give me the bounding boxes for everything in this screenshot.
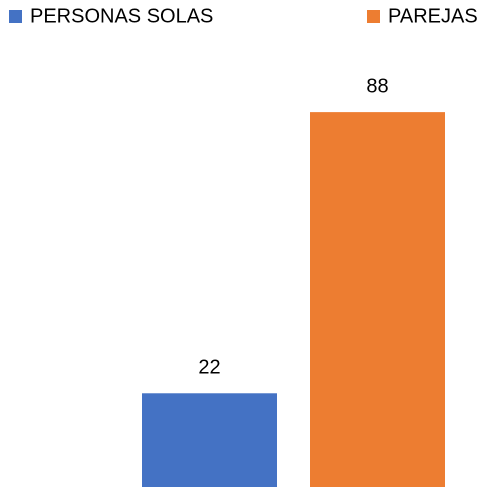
legend-label: PERSONAS SOLAS: [30, 5, 213, 27]
legend-swatch: [367, 10, 380, 23]
value-label: 88: [366, 75, 388, 97]
value-label: 22: [198, 357, 220, 379]
bar: [310, 112, 445, 487]
bar: [142, 393, 277, 487]
legend-swatch: [9, 10, 22, 23]
legend-label: PAREJAS: [388, 5, 478, 27]
